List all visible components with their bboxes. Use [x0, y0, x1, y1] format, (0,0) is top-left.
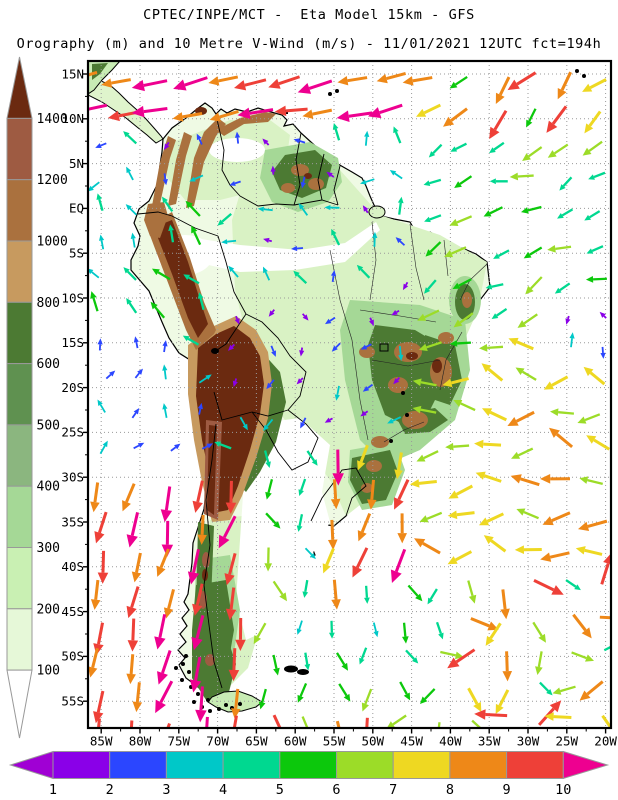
- lon-label: 45W: [400, 734, 423, 749]
- orography-colorbar: 1400 1200 1000 800 600 500 400 300 200 100: [6, 56, 68, 739]
- orography-scale-label: 200: [37, 602, 60, 617]
- lat-label: 5N: [69, 156, 84, 171]
- lat-label: 35S: [61, 514, 84, 529]
- lat-label: 45S: [61, 604, 84, 619]
- lon-label: 65W: [245, 734, 268, 749]
- map-frame: [86, 59, 613, 730]
- orography-scale-label: 400: [37, 480, 60, 495]
- map-terrain: [88, 61, 491, 713]
- lat-label: 10S: [61, 290, 84, 305]
- wind-scale-label: 7: [389, 782, 397, 798]
- orography-scale-label: 800: [37, 296, 60, 311]
- wind-scale-label: 6: [332, 782, 340, 798]
- lat-label: 5S: [69, 246, 84, 261]
- orography-scale-label: 1400: [37, 112, 68, 127]
- axis-labels: 85W 80W 75W 70W 65W 60W 55W 50W 45W 40W 35W 30W 25W 2…: [61, 66, 617, 748]
- lat-label: 50S: [61, 649, 84, 664]
- lon-label: 30W: [517, 734, 540, 749]
- orography-scale-label: 500: [37, 418, 60, 433]
- chart-subtitle: Orography (m) and 10 Metre V-Wind (m/s) …: [16, 36, 602, 52]
- lon-label: 55W: [323, 734, 346, 749]
- wind-scale-label: 9: [503, 782, 511, 798]
- orography-scale-label: 100: [37, 664, 60, 679]
- lon-label: 70W: [206, 734, 229, 749]
- orography-scale-label: 600: [37, 357, 60, 372]
- lat-label: EQ: [69, 201, 84, 216]
- lon-label: 35W: [478, 734, 501, 749]
- orography-scale-label: 1000: [37, 235, 68, 250]
- wind-scale-label: 3: [162, 782, 170, 798]
- chart-title: CPTEC/INPE/MCT - Eta Model 15km - GFS: [143, 7, 475, 23]
- lat-label: 55S: [61, 694, 84, 709]
- lon-label: 75W: [168, 734, 191, 749]
- wind-scale-label: 1: [49, 782, 57, 798]
- lat-label: 30S: [61, 470, 84, 485]
- lon-label: 60W: [284, 734, 307, 749]
- wind-scale-label: 2: [106, 782, 114, 798]
- wind-arrows: [88, 70, 611, 728]
- lat-label: 10N: [61, 111, 84, 126]
- lon-label: 80W: [129, 734, 152, 749]
- wind-scale-label: 5: [276, 782, 284, 798]
- lat-label: 25S: [61, 425, 84, 440]
- lon-label: 40W: [439, 734, 462, 749]
- lat-label: 15S: [61, 335, 84, 350]
- lat-label: 20S: [61, 380, 84, 395]
- lon-label: 20W: [594, 734, 617, 749]
- lat-label: 15N: [61, 66, 84, 81]
- wind-scale-label: 4: [219, 782, 227, 798]
- lat-label: 40S: [61, 559, 84, 574]
- orography-scale-label: 1200: [37, 173, 68, 188]
- lon-label: 85W: [90, 734, 113, 749]
- lon-label: 50W: [362, 734, 385, 749]
- orography-scale-label: 300: [37, 541, 60, 556]
- lon-label: 25W: [556, 734, 579, 749]
- wind-scale-label: 8: [446, 782, 454, 798]
- map-borders: [137, 69, 586, 713]
- wind-colorbar: 1 2 3 4 5 6 7 8 9 10: [8, 750, 610, 798]
- wind-scale-label: 10: [555, 782, 571, 798]
- axis-ticks: [83, 73, 607, 734]
